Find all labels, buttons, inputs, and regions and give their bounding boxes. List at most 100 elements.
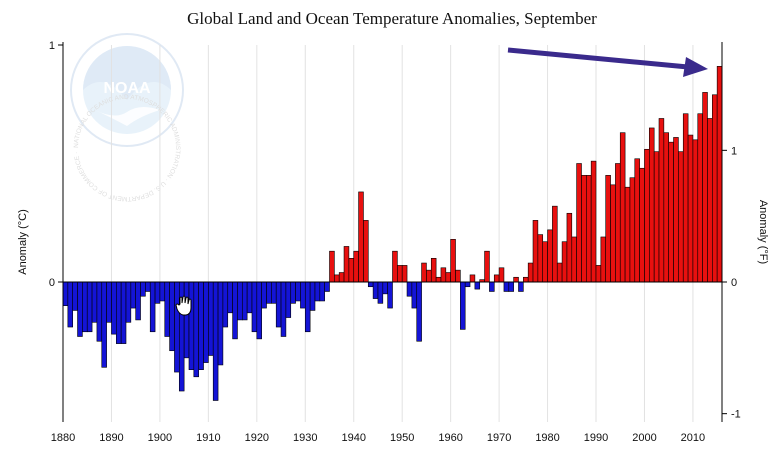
bar-2008 [682,113,689,283]
bar-1885 [86,281,93,333]
bar-1915 [232,281,238,340]
bar-1887 [96,281,103,342]
bar-1991 [600,236,607,283]
bar-1976 [527,262,534,283]
bar-1982 [556,262,563,283]
bar-1973 [513,276,519,283]
bar-1961 [455,269,461,283]
bar-1932 [314,281,321,302]
bar-1920 [256,281,262,340]
bar-1995 [619,132,626,283]
bar-1959 [445,272,451,283]
bar-1983 [561,241,568,283]
bar-1962 [460,281,466,330]
y-axis-title-left: Anomaly (°C) [17,209,29,275]
bar-1965 [474,281,481,290]
bar-1940 [353,250,359,283]
x-tick-label: 1920 [245,432,269,444]
bar-1905 [183,281,190,359]
bar-1899 [154,281,161,304]
bar-2006 [673,137,679,283]
bar-1895 [135,281,141,321]
x-tick-label: 1880 [51,432,75,444]
bar-1897 [145,281,151,292]
bar-2015 [716,66,723,283]
bar-1971 [503,281,510,292]
bar-1910 [208,281,214,356]
bar-1945 [377,281,384,304]
bar-1980 [547,229,553,283]
bar-2009 [687,134,694,283]
bar-1946 [382,281,388,295]
bar-1964 [469,274,476,283]
x-tick-label: 1950 [390,432,414,444]
noaa-logo: NOAA NATIONAL OCEANIC AND ATMOSPHERIC AD… [70,33,184,202]
bar-1914 [227,281,233,314]
bar-1994 [615,163,621,283]
bar-1947 [387,281,393,309]
bar-1948 [392,250,398,283]
bar-2011 [697,113,703,283]
bar-2002 [653,151,660,283]
bar-1969 [493,274,500,283]
bar-1888 [101,281,107,368]
bar-1894 [130,281,136,309]
bar-2010 [692,139,699,283]
bar-1927 [290,281,296,304]
x-tick-label: 1930 [293,432,317,444]
y-tick-label-right: 1 [731,145,737,157]
bar-1978 [537,234,544,283]
bar-1989 [590,160,597,283]
tick-labels: 1880 1890 1900 1910 1920 1930 1940 1950 1960 1970… [49,40,741,444]
bar-1902 [169,281,175,352]
bar-2005 [668,141,674,283]
bar-1967 [484,250,490,283]
bar-1941 [358,191,364,283]
bar-1942 [363,220,369,283]
noaa-logo-text: NOAA [103,80,151,97]
bar-1918 [246,281,253,314]
bar-1950 [401,265,408,283]
bar-1975 [523,276,529,283]
bar-1892 [120,281,127,344]
bar-1939 [348,257,355,283]
chart-title: Global Land and Ocean Temperature Anomal… [187,9,597,28]
bar-1999 [639,167,645,283]
bar-1933 [319,281,325,302]
bar-1929 [300,281,306,309]
bar-1981 [552,205,558,283]
x-tick-label: 1980 [535,432,559,444]
bar-1977 [532,220,539,283]
bar-1972 [508,281,514,292]
bar-2013 [707,118,713,283]
bar-1970 [498,267,505,283]
bar-1998 [634,158,640,283]
bar-1922 [266,281,272,304]
bar-1974 [518,281,524,292]
bar-1898 [149,281,156,333]
bar-1886 [91,281,98,323]
bar-2003 [658,118,665,283]
bar-1900 [159,281,166,302]
bar-2012 [702,92,708,283]
bar-1936 [334,274,340,283]
bar-1986 [576,163,582,283]
bars [62,66,723,401]
bar-2004 [663,132,669,283]
bar-1937 [338,272,345,283]
x-tick-label: 1960 [438,432,462,444]
bar-1896 [140,281,146,297]
bar-1926 [285,281,292,318]
trend-arrow [507,47,708,77]
bar-1951 [406,281,413,297]
bar-1917 [241,281,248,321]
bar-1997 [629,177,636,283]
y-tick-label-left: 0 [49,277,55,289]
bar-1984 [566,212,573,283]
bar-1901 [164,281,170,337]
bar-1931 [309,281,316,311]
x-tick-label: 2010 [681,432,705,444]
y-tick-label-right: 0 [731,277,737,289]
bar-2014 [712,94,718,283]
